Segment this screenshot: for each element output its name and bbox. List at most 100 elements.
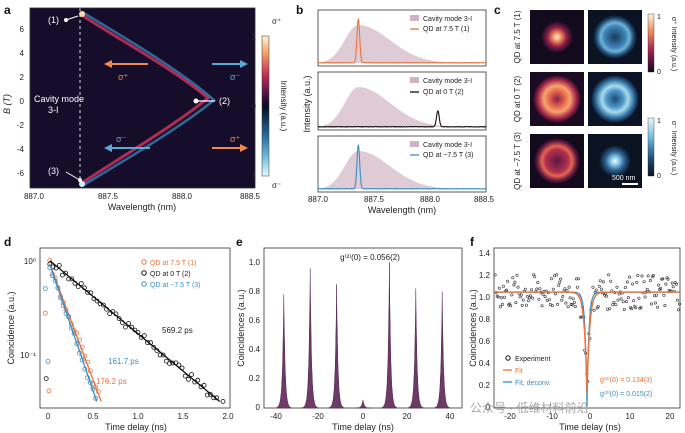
e-peak bbox=[355, 399, 371, 409]
d-xtick: 1.0 bbox=[132, 412, 144, 421]
c-ring bbox=[533, 75, 581, 123]
d-data-layer bbox=[42, 258, 226, 404]
e-ytick: 1.0 bbox=[249, 258, 261, 267]
e-g2-text: g⁽²⁾(0) = 0.056(2) bbox=[340, 253, 400, 262]
f-data-point bbox=[575, 285, 579, 289]
f-data-point bbox=[511, 276, 515, 280]
f-data-point bbox=[630, 307, 634, 311]
a-xtick: 888.5 bbox=[240, 192, 261, 201]
e-xtick: -20 bbox=[312, 412, 324, 421]
e-xtick: 20 bbox=[403, 412, 412, 421]
e-xlabel: Time delay (ns) bbox=[332, 422, 394, 432]
f-data-point bbox=[640, 274, 644, 278]
f-data-point bbox=[520, 303, 524, 307]
f-data-point bbox=[563, 287, 567, 291]
qd-spectrum-line bbox=[317, 110, 486, 128]
qd-spectrum-line bbox=[318, 144, 487, 190]
d-legend-3: QD at −7.5 T (3) bbox=[150, 282, 201, 289]
f-data-point bbox=[559, 277, 563, 281]
d-data-point bbox=[185, 376, 191, 382]
f-legend-deconv: Fit, deconv. bbox=[515, 380, 551, 387]
f-data-point bbox=[605, 294, 609, 298]
f-data-point bbox=[535, 287, 539, 291]
b-legend-2-qd: QD at 0 T (2) bbox=[423, 89, 464, 96]
f-xtick: 10 bbox=[626, 412, 635, 421]
f-data-point bbox=[493, 273, 497, 277]
sigma-minus-label-bottom: σ⁻ bbox=[116, 134, 127, 144]
f-legend-exp: Experiment bbox=[515, 356, 550, 363]
d-legend-2: QD at 0 T (2) bbox=[150, 271, 191, 278]
f-data-point bbox=[642, 280, 646, 284]
bright-spot-top bbox=[79, 11, 85, 17]
d-data-point bbox=[141, 333, 147, 339]
c-spot bbox=[599, 145, 631, 177]
f-data-point bbox=[656, 305, 660, 309]
f-data-point bbox=[530, 288, 534, 292]
f-data-point bbox=[499, 296, 503, 300]
panel-label-c: c bbox=[494, 3, 501, 17]
panel-d-lifetime: 10⁰ 10⁻¹ 0 0.5 1.0 1.5 2.0 Time delay (n… bbox=[6, 247, 234, 432]
marker-1-pointer bbox=[65, 15, 79, 21]
panel-label-e: e bbox=[236, 235, 243, 249]
f-data-point bbox=[547, 298, 551, 302]
cb-a-bot: 1 bbox=[252, 171, 257, 180]
sigma-minus-branch bbox=[81, 10, 216, 188]
d-data-point bbox=[167, 361, 172, 367]
c-colorbar-warm bbox=[647, 13, 655, 73]
f-data-point bbox=[637, 296, 641, 300]
f-ytick: 0.6 bbox=[479, 337, 491, 346]
d-legend-1: QD at 7.5 T (1) bbox=[150, 260, 196, 267]
d-fit-line bbox=[49, 263, 102, 402]
f-xtick: 0 bbox=[588, 412, 593, 421]
sigma-plus-label-bottom: σ⁺ bbox=[230, 134, 241, 144]
a-xtick: 887.0 bbox=[24, 192, 45, 201]
f-data-point bbox=[601, 280, 605, 284]
panel-a-yaxis: 6 4 2 0 -2 -4 -6 B (T) bbox=[2, 25, 25, 178]
f-data-point bbox=[571, 297, 575, 301]
f-data-point bbox=[625, 280, 629, 284]
f-data-point bbox=[512, 283, 516, 287]
d-data-point bbox=[207, 391, 213, 397]
cavity-mode-area bbox=[318, 87, 486, 127]
b-legend-3-qd: QD at −7.5 T (3) bbox=[423, 152, 474, 159]
f-data-point bbox=[576, 277, 580, 281]
d-data-point bbox=[182, 373, 188, 379]
cb-a-top-sym: σ⁺ bbox=[272, 17, 281, 26]
c-ring bbox=[593, 15, 637, 59]
f-data-point bbox=[506, 279, 510, 283]
f-data-point bbox=[611, 303, 615, 307]
e-peak bbox=[302, 268, 319, 409]
f-data-point bbox=[498, 305, 502, 309]
f-data-point bbox=[568, 296, 572, 300]
d-data-point bbox=[116, 316, 122, 321]
f-ytick: 0.4 bbox=[479, 359, 491, 368]
f-data-point bbox=[635, 280, 639, 284]
a-ytick: 0 bbox=[20, 97, 25, 106]
f-data-point bbox=[639, 305, 643, 309]
heatmap-background bbox=[30, 8, 255, 188]
f-data-point bbox=[675, 298, 679, 302]
b-legend-2: Cavity mode 3-I QD at 0 T (2) bbox=[410, 77, 472, 96]
c-spot bbox=[541, 21, 573, 53]
f-data-point bbox=[674, 282, 678, 286]
panel-label-b: b bbox=[296, 3, 303, 17]
f-data-point bbox=[574, 277, 578, 281]
f-data-point bbox=[616, 298, 620, 302]
c-colorbar-cool bbox=[647, 117, 655, 177]
d-data-point bbox=[170, 360, 176, 366]
arrow-sigma-minus-bottom bbox=[104, 144, 150, 152]
c-row-label-1: QD at 7.5 T (1) bbox=[513, 10, 522, 63]
f-data-point bbox=[566, 305, 570, 309]
b-legend-1-cavity: Cavity mode 3-I bbox=[423, 16, 472, 23]
f-data-point bbox=[556, 302, 560, 306]
cavity-label-line1: Cavity mode bbox=[34, 94, 84, 104]
d-xtick: 0.5 bbox=[87, 412, 99, 421]
a-ytick: -2 bbox=[17, 121, 25, 130]
b-legend-1-qd: QD at 7.5 T (1) bbox=[423, 26, 469, 33]
cb-a-top: 1 bbox=[252, 33, 257, 42]
f-data-point bbox=[516, 285, 520, 289]
watermark: 公众号 · 低维材料前沿 bbox=[470, 400, 589, 415]
f-data-point bbox=[558, 280, 562, 284]
f-data-point bbox=[594, 288, 598, 292]
f-data-point bbox=[666, 277, 670, 281]
